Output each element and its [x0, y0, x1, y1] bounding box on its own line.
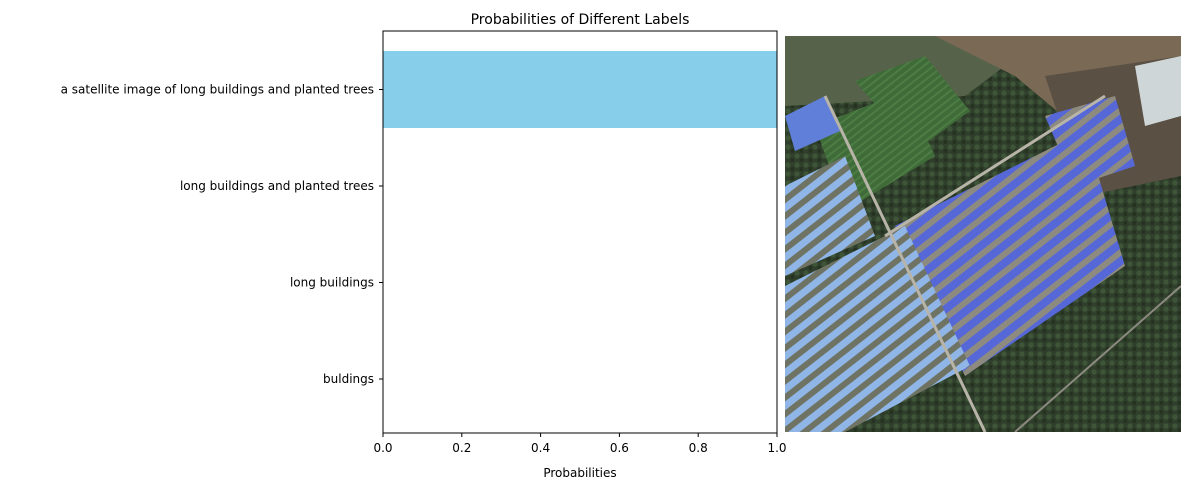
y-tick-label: long buildings: [290, 276, 374, 290]
satellite-image-icon: [785, 36, 1181, 432]
y-tick-label: a satellite image of long buildings and …: [61, 83, 374, 97]
x-tick-label: 1.0: [767, 441, 786, 455]
x-axis: 0.0 0.2 0.4 0.6 0.8 1.0: [373, 433, 787, 455]
y-tick-label: buldings: [323, 372, 374, 386]
x-tick-label: 0.2: [452, 441, 471, 455]
x-tick-label: 0.0: [373, 441, 392, 455]
x-tick-label: 0.6: [610, 441, 629, 455]
x-tick-label: 0.8: [689, 441, 708, 455]
x-axis-label: Probabilities: [543, 466, 616, 480]
bar: [383, 51, 777, 128]
y-tick-label: long buildings and planted trees: [180, 179, 374, 193]
bars-layer: [383, 51, 777, 128]
x-tick-label: 0.4: [531, 441, 550, 455]
y-axis: a satellite image of long buildings and …: [61, 83, 383, 386]
satellite-image: [785, 36, 1181, 432]
plot-frame: [382, 30, 778, 434]
chart-title: Probabilities of Different Labels: [471, 12, 690, 28]
